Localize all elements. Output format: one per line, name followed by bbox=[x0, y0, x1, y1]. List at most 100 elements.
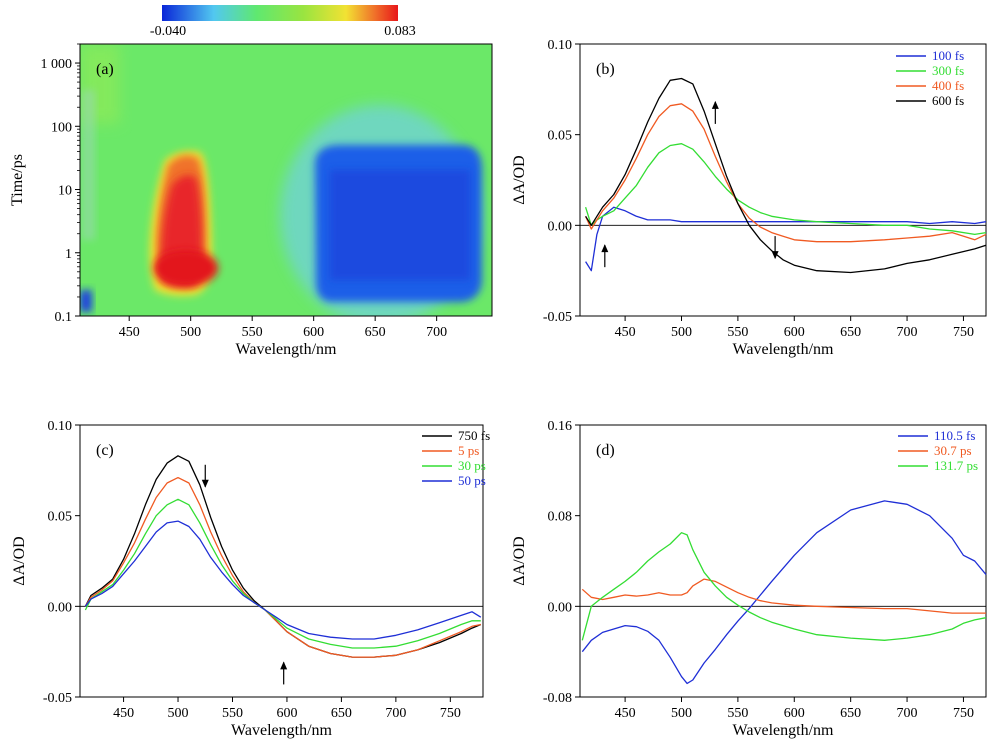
arrow-up-icon bbox=[280, 661, 288, 685]
series-line-50-ps bbox=[84, 520, 482, 640]
heatmap-positive-peak bbox=[154, 250, 218, 286]
x-axis-label: Wavelength/nm bbox=[733, 722, 834, 739]
series-line-131-7-ps bbox=[581, 532, 987, 641]
x-tick-label: 450 bbox=[119, 325, 140, 340]
series-line-5-ps bbox=[84, 476, 481, 658]
panel-label: (a) bbox=[96, 61, 114, 78]
colorbar-max-label: 0.083 bbox=[384, 24, 416, 39]
x-tick-label: 550 bbox=[222, 706, 243, 721]
y-tick-label: 100 bbox=[51, 120, 72, 135]
series-line-600-fs bbox=[585, 77, 987, 274]
y-tick-label: 0.10 bbox=[548, 38, 573, 53]
x-tick-label: 650 bbox=[840, 325, 861, 340]
legend-entry: 600 fs bbox=[932, 93, 964, 108]
plot-frame bbox=[579, 424, 987, 698]
arrow-down-icon bbox=[771, 236, 779, 260]
y-tick-label: 0.00 bbox=[548, 600, 573, 615]
x-tick-label: 700 bbox=[426, 325, 447, 340]
legend-entry: 750 fs bbox=[458, 428, 490, 443]
y-tick-label: 0.05 bbox=[48, 510, 73, 525]
x-tick-label: 700 bbox=[897, 325, 918, 340]
y-axis-label: ΔA/OD bbox=[511, 155, 528, 204]
series-line-300-fs bbox=[584, 143, 987, 236]
legend-entry: 30 ps bbox=[458, 458, 486, 473]
x-tick-label: 650 bbox=[331, 706, 352, 721]
y-tick-label: 0.08 bbox=[548, 510, 573, 525]
x-tick-label: 600 bbox=[303, 325, 324, 340]
y-tick-label: 1 bbox=[65, 247, 72, 262]
y-tick-label: 10 bbox=[58, 184, 72, 199]
legend-entry: 300 fs bbox=[932, 63, 964, 78]
x-tick-label: 500 bbox=[180, 325, 201, 340]
y-tick-label: 0.05 bbox=[548, 129, 573, 144]
y-tick-label: 1 000 bbox=[41, 57, 73, 72]
series-line-400-fs bbox=[585, 103, 987, 243]
x-tick-label: 500 bbox=[168, 706, 189, 721]
heatmap-corner-spot bbox=[80, 290, 92, 312]
panel-a-heatmap bbox=[79, 43, 493, 317]
colorbar-gradient bbox=[162, 5, 398, 21]
x-tick-label: 650 bbox=[365, 325, 386, 340]
x-tick-label: 450 bbox=[615, 325, 636, 340]
panel-c-axes: 450 500 550 600 650 700 750 -0.05 0.00 0.05 0.10 Wa… bbox=[11, 419, 490, 739]
x-tick-label: 550 bbox=[242, 325, 263, 340]
x-tick-label: 500 bbox=[671, 706, 692, 721]
legend-entry: 400 fs bbox=[932, 78, 964, 93]
x-tick-label: 600 bbox=[784, 706, 805, 721]
x-axis-label: Wavelength/nm bbox=[231, 722, 332, 739]
plot-frame bbox=[79, 424, 484, 698]
heatmap-left-streak bbox=[82, 90, 95, 240]
panel-label: (c) bbox=[96, 442, 114, 459]
y-axis-label: ΔA/OD bbox=[11, 536, 28, 585]
panel-d-axes: 450 500 550 600 650 700 750 -0.08 0.00 0.08 0.16 Wa… bbox=[511, 419, 987, 739]
legend-entry: 5 ps bbox=[458, 443, 479, 458]
x-tick-label: 550 bbox=[727, 325, 748, 340]
axes-layer: 450 500 550 600 650 700 0.1 1 10 100 1 000 Waveleng… bbox=[9, 38, 987, 739]
legend-entry: 110.5 fs bbox=[934, 428, 975, 443]
series-line-30-7-ps bbox=[581, 578, 986, 614]
x-tick-label: 750 bbox=[440, 706, 461, 721]
legend-entry: 50 ps bbox=[458, 473, 486, 488]
colorbar: -0.040 0.083 bbox=[150, 5, 416, 39]
series-line-750-fs bbox=[84, 455, 482, 658]
x-tick-label: 750 bbox=[953, 325, 974, 340]
heatmap-frame bbox=[79, 43, 493, 317]
colorbar-min-label: -0.040 bbox=[150, 24, 186, 39]
y-tick-label: 0.16 bbox=[548, 419, 573, 434]
x-tick-label: 600 bbox=[276, 706, 297, 721]
x-axis-label: Wavelength/nm bbox=[236, 341, 337, 358]
x-tick-label: 700 bbox=[385, 706, 406, 721]
x-axis-label: Wavelength/nm bbox=[733, 341, 834, 358]
heatmap-field bbox=[80, 44, 492, 316]
y-tick-label: -0.05 bbox=[43, 691, 72, 706]
legend-entry: 131.7 ps bbox=[934, 458, 978, 473]
series-line-110-5-fs bbox=[581, 500, 987, 685]
panel-b-axes: 450 500 550 600 650 700 750 -0.05 0.00 0.05 0.10 Wa… bbox=[511, 38, 987, 358]
legend-entry: 100 fs bbox=[932, 48, 964, 63]
panel-label: (b) bbox=[596, 61, 615, 78]
y-tick-label: 0.10 bbox=[48, 419, 73, 434]
series-line-30-ps bbox=[84, 498, 481, 649]
arrow-up-icon bbox=[601, 244, 609, 268]
panel-a-axes: 450 500 550 600 650 700 0.1 1 10 100 1 000 Waveleng… bbox=[9, 43, 447, 358]
y-axis-label: ΔA/OD bbox=[511, 536, 528, 585]
x-tick-label: 700 bbox=[897, 706, 918, 721]
y-tick-label: 0.1 bbox=[55, 310, 73, 325]
x-tick-label: 500 bbox=[671, 325, 692, 340]
x-tick-label: 450 bbox=[615, 706, 636, 721]
y-tick-label: 0.00 bbox=[48, 600, 73, 615]
heatmap-negative-core bbox=[330, 170, 470, 280]
x-tick-label: 600 bbox=[784, 325, 805, 340]
y-tick-label: 0.00 bbox=[548, 219, 573, 234]
x-tick-label: 750 bbox=[953, 706, 974, 721]
legend-entry: 30.7 ps bbox=[934, 443, 972, 458]
y-tick-label: -0.05 bbox=[543, 310, 572, 325]
plot-frame bbox=[579, 43, 987, 317]
series-line-100-fs bbox=[585, 206, 987, 272]
panel-label: (d) bbox=[596, 442, 615, 459]
y-tick-label: -0.08 bbox=[543, 691, 572, 706]
